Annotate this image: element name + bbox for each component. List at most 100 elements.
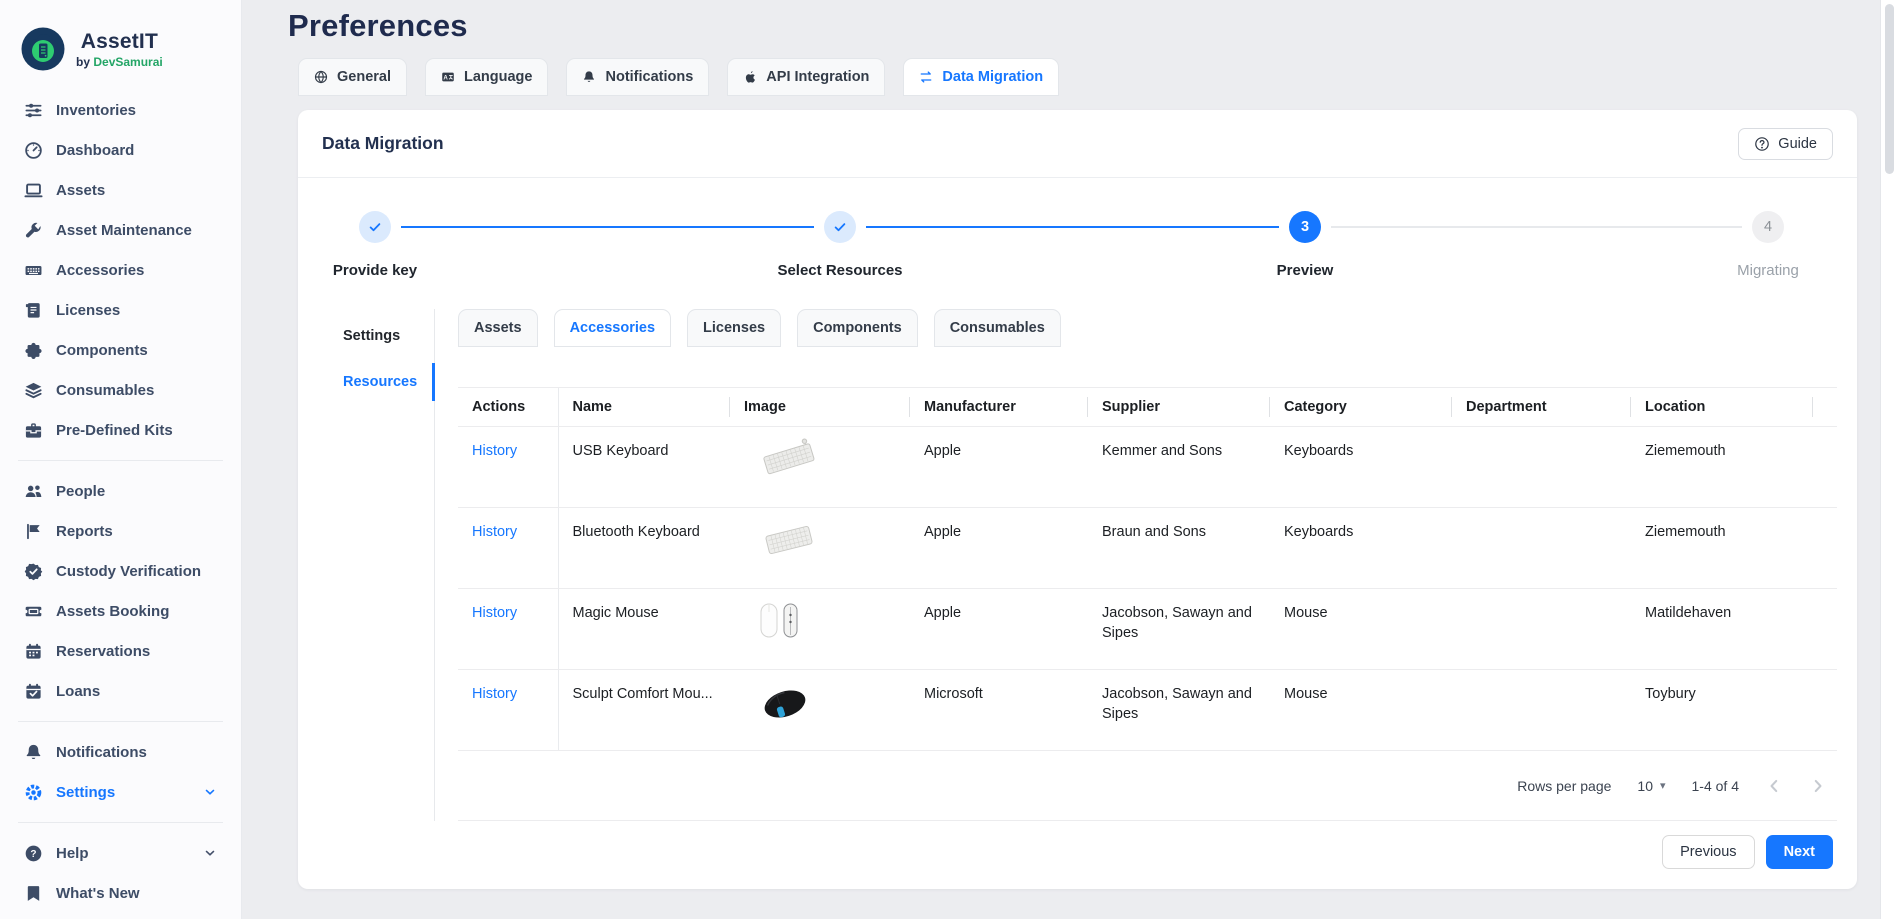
sidebar-item-dashboard[interactable]: Dashboard: [14, 130, 227, 170]
history-link[interactable]: History: [472, 686, 518, 702]
sidebar-item-assets[interactable]: Assets: [14, 170, 227, 210]
tab-label: Assets: [474, 320, 522, 336]
previous-button[interactable]: Previous: [1662, 835, 1755, 869]
next-page-icon[interactable]: [1809, 777, 1827, 795]
preferences-tab-bar: General A Language Notifications API Int…: [298, 58, 1880, 96]
tab-label: Data Migration: [942, 69, 1044, 85]
sidebar-item-label: Components: [56, 341, 148, 359]
sidebar-item-reservations[interactable]: Reservations: [14, 631, 227, 671]
sidebar-item-licenses[interactable]: Licenses: [14, 290, 227, 330]
sidebar-item-assets-booking[interactable]: Assets Booking: [14, 591, 227, 631]
badge-check-icon: [24, 562, 43, 581]
resource-tab-accessories[interactable]: Accessories: [553, 309, 672, 347]
layers-icon: [24, 381, 43, 400]
cell-category: Mouse: [1270, 669, 1452, 751]
history-link[interactable]: History: [472, 443, 518, 459]
sidebar-item-label: Assets Booking: [56, 602, 170, 620]
resource-tab-components[interactable]: Components: [797, 309, 918, 347]
history-link[interactable]: History: [472, 605, 518, 621]
keyboard-icon: [24, 261, 43, 280]
tab-label: Notifications: [605, 69, 694, 85]
resource-tab-consumables[interactable]: Consumables: [933, 309, 1061, 347]
scrollbar[interactable]: [1880, 0, 1897, 919]
sidebar-item-notifications[interactable]: Notifications: [14, 732, 227, 772]
sidebar-item-asset-maintenance[interactable]: Asset Maintenance: [14, 210, 227, 250]
subnav-item-settings[interactable]: Settings: [343, 328, 401, 344]
sidebar-item-whats-new[interactable]: What's New: [14, 873, 227, 913]
table-row: History USB Keyboard Apple Kemmer and So…: [458, 426, 1837, 508]
sidebar-item-pre-defined-kits[interactable]: Pre-Defined Kits: [14, 410, 227, 450]
cell-category: Keyboards: [1270, 507, 1452, 589]
rows-per-page-select[interactable]: 10 ▾: [1637, 778, 1665, 794]
check-icon: [367, 219, 383, 235]
cell-location: Ziememouth: [1631, 426, 1813, 508]
sidebar-item-accessories[interactable]: Accessories: [14, 250, 227, 290]
tab-notifications[interactable]: Notifications: [566, 58, 710, 96]
step-circle-pending: 4: [1752, 211, 1784, 243]
sidebar-item-consumables[interactable]: Consumables: [14, 370, 227, 410]
sidebar-item-label: Asset Maintenance: [56, 221, 192, 239]
cell-category: Mouse: [1270, 588, 1452, 670]
calendar-check-icon: [24, 682, 43, 701]
previous-page-icon[interactable]: [1765, 777, 1783, 795]
sidebar-item-people[interactable]: People: [14, 471, 227, 511]
column-header-name: Name: [558, 388, 730, 427]
history-link[interactable]: History: [472, 524, 518, 540]
sidebar-item-loans[interactable]: Loans: [14, 671, 227, 711]
guide-button[interactable]: Guide: [1738, 127, 1833, 160]
tab-api-integration[interactable]: API Integration: [727, 58, 886, 96]
sidebar-item-label: Pre-Defined Kits: [56, 421, 173, 439]
column-header-image: Image: [730, 388, 910, 427]
step-label: Migrating: [1737, 262, 1799, 279]
app-name: AssetIT: [80, 29, 158, 53]
app-byline: by DevSamurai: [76, 54, 163, 69]
resource-tab-licenses[interactable]: Licenses: [687, 309, 782, 347]
sidebar-item-help[interactable]: ? Help: [14, 833, 227, 873]
next-button[interactable]: Next: [1765, 835, 1833, 869]
sidebar-item-components[interactable]: Components: [14, 330, 227, 370]
resource-tab-assets[interactable]: Assets: [458, 309, 538, 347]
sidebar-item-reports[interactable]: Reports: [14, 511, 227, 551]
subnav-item-resources[interactable]: Resources: [318, 363, 435, 401]
step-select-resources: Select Resources: [755, 211, 925, 279]
license-icon: [24, 301, 43, 320]
step-provide-key: Provide key: [290, 211, 460, 279]
card-footer: Previous Next: [298, 835, 1857, 889]
tab-language[interactable]: A Language: [425, 58, 549, 96]
data-migration-card: Data Migration Guide Provide key Sel: [298, 110, 1857, 889]
sidebar-item-inventories[interactable]: Inventories: [14, 90, 227, 130]
sidebar-item-label: Licenses: [56, 301, 121, 319]
app-logo: AssetIT by DevSamurai: [14, 26, 227, 72]
table-row: History Magic Mouse Apple Jacobson, Sawa…: [458, 588, 1837, 670]
card-header: Data Migration Guide: [298, 110, 1857, 178]
vendor-name: DevSamurai: [93, 54, 163, 69]
sidebar-item-label: Settings: [56, 783, 116, 801]
table-row: History Sculpt Comfort Mou... Microsoft …: [458, 669, 1837, 751]
cell-name: Sculpt Comfort Mou...: [558, 669, 730, 751]
cell-supplier: Kemmer and Sons: [1088, 426, 1270, 508]
translate-icon: A: [441, 70, 455, 84]
guide-button-label: Guide: [1778, 135, 1817, 152]
bell-icon: [24, 743, 43, 762]
step-label: Select Resources: [777, 262, 903, 279]
help-icon: ?: [24, 844, 43, 863]
wrench-icon: [24, 221, 43, 240]
check-icon: [832, 219, 848, 235]
chevron-down-icon: [203, 785, 217, 799]
cell-manufacturer: Apple: [910, 426, 1088, 508]
puzzle-icon: [24, 341, 43, 360]
sidebar-item-label: Notifications: [56, 743, 147, 761]
sidebar-item-settings[interactable]: Settings: [14, 772, 227, 812]
cell-image: [730, 588, 910, 670]
cell-image: [730, 507, 910, 589]
cell-location: Ziememouth: [1631, 507, 1813, 589]
column-header-category: Category: [1270, 388, 1452, 427]
scrollbar-thumb[interactable]: [1884, 4, 1894, 174]
tab-data-migration[interactable]: Data Migration: [903, 58, 1060, 96]
app-logo-icon: [20, 26, 66, 72]
cell-supplier: Braun and Sons: [1088, 507, 1270, 589]
step-circle-done: [824, 211, 856, 243]
tab-general[interactable]: General: [298, 58, 407, 96]
column-header-location: Location: [1631, 388, 1813, 427]
sidebar-item-custody-verification[interactable]: Custody Verification: [14, 551, 227, 591]
